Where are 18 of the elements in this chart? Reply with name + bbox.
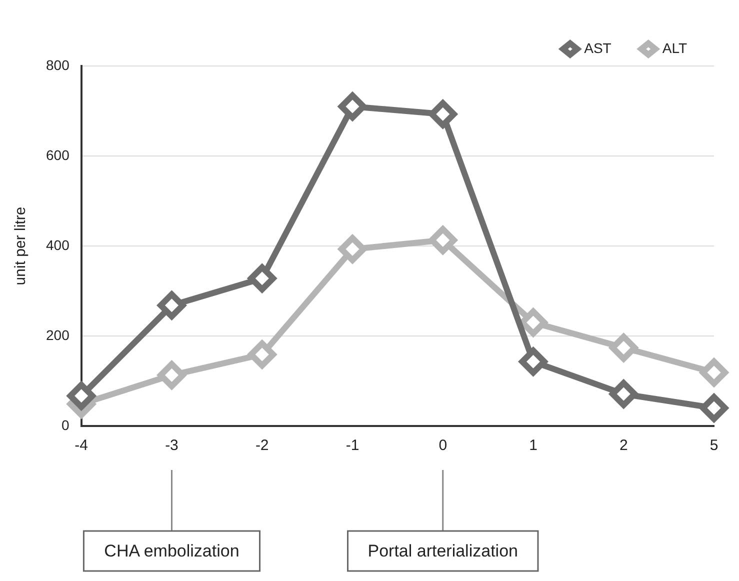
y-tick-label: 600	[46, 146, 70, 163]
x-tick-label: -4	[74, 437, 88, 454]
x-tick-label: 2	[619, 437, 628, 454]
y-tick-label: 0	[62, 416, 70, 433]
annotation: CHA embolization	[104, 542, 240, 561]
x-tick-label: -1	[346, 437, 360, 454]
x-tick-label: -3	[165, 437, 178, 454]
y-tick-label: 200	[46, 326, 70, 343]
x-tick-label: 0	[438, 437, 448, 454]
legend-label: AST	[584, 40, 612, 56]
annotation: Portal arterialization	[368, 542, 518, 561]
x-tick-label: -2	[255, 437, 269, 454]
y-axis-title: unit per litre	[12, 206, 30, 286]
legend-label: ALT	[662, 40, 688, 56]
x-tick-label: 1	[529, 437, 538, 454]
x-tick-label: 5	[710, 437, 718, 454]
y-tick-label: 400	[46, 236, 70, 253]
y-tick-label: 800	[46, 56, 70, 73]
